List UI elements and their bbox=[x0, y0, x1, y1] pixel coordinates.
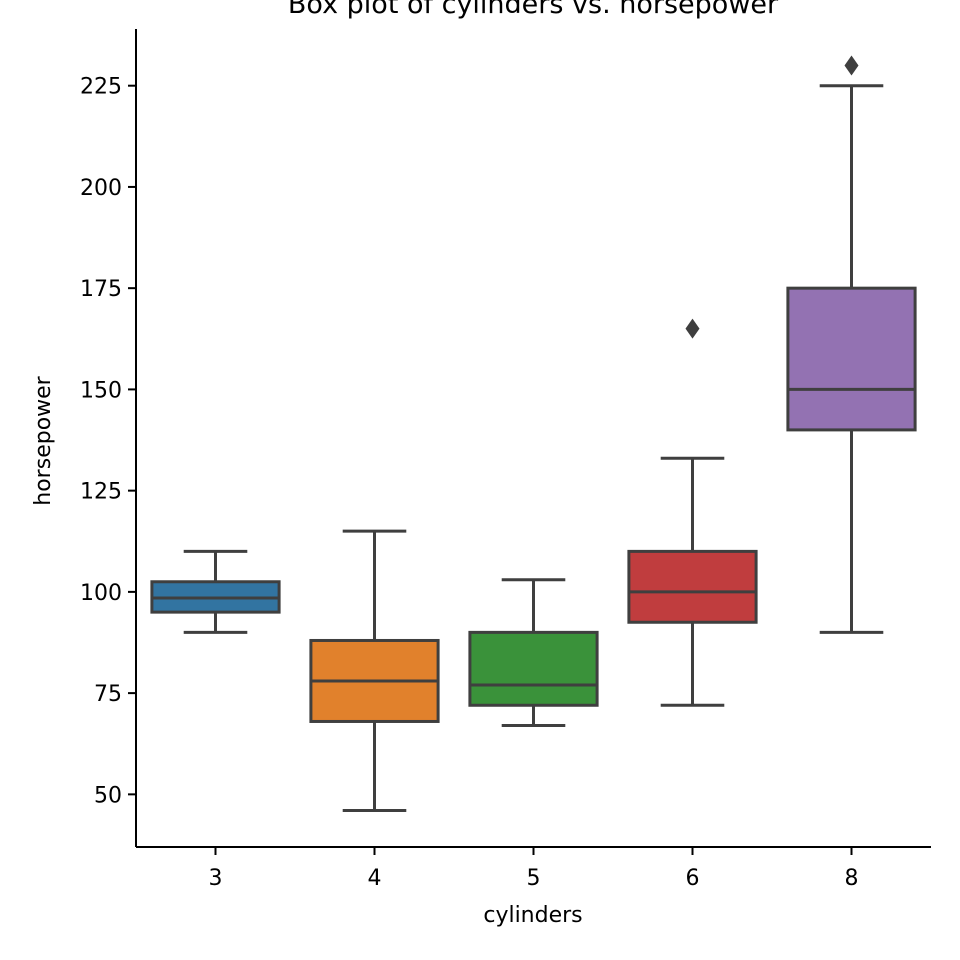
y-tick-label: 75 bbox=[94, 682, 122, 707]
y-tick-label: 150 bbox=[80, 378, 122, 403]
y-tick-label: 200 bbox=[80, 176, 122, 201]
box-cyl-8 bbox=[786, 55, 917, 634]
box-cyl-5 bbox=[468, 578, 599, 728]
y-tick-label: 225 bbox=[80, 75, 122, 100]
box-iqr bbox=[627, 549, 758, 624]
x-tick-label: 6 bbox=[686, 866, 700, 891]
y-axis-label: horsepower bbox=[31, 375, 56, 505]
outlier-point bbox=[844, 55, 859, 76]
x-axis-label: cylinders bbox=[483, 903, 582, 928]
box-cyl-6 bbox=[627, 318, 758, 707]
y-tick-label: 100 bbox=[80, 581, 122, 606]
x-tick-label: 5 bbox=[527, 866, 541, 891]
x-tick-label: 3 bbox=[209, 866, 223, 891]
y-axis-ticks: 50 75 100 125 150 175 200 225 bbox=[80, 75, 136, 808]
box-iqr bbox=[468, 630, 599, 707]
x-axis-ticks: 3 4 5 6 8 bbox=[209, 847, 859, 891]
box-cyl-4 bbox=[309, 529, 440, 813]
chart-title: Box plot of cylinders vs. horsepower bbox=[288, 0, 779, 20]
box-series bbox=[150, 55, 917, 813]
box-iqr bbox=[786, 286, 917, 432]
y-tick-label: 125 bbox=[80, 480, 122, 505]
y-tick-label: 175 bbox=[80, 277, 122, 302]
box-cyl-3 bbox=[150, 549, 281, 634]
y-tick-label: 50 bbox=[94, 783, 122, 808]
x-tick-label: 8 bbox=[845, 866, 859, 891]
x-tick-label: 4 bbox=[368, 866, 382, 891]
outlier-point bbox=[685, 318, 700, 339]
